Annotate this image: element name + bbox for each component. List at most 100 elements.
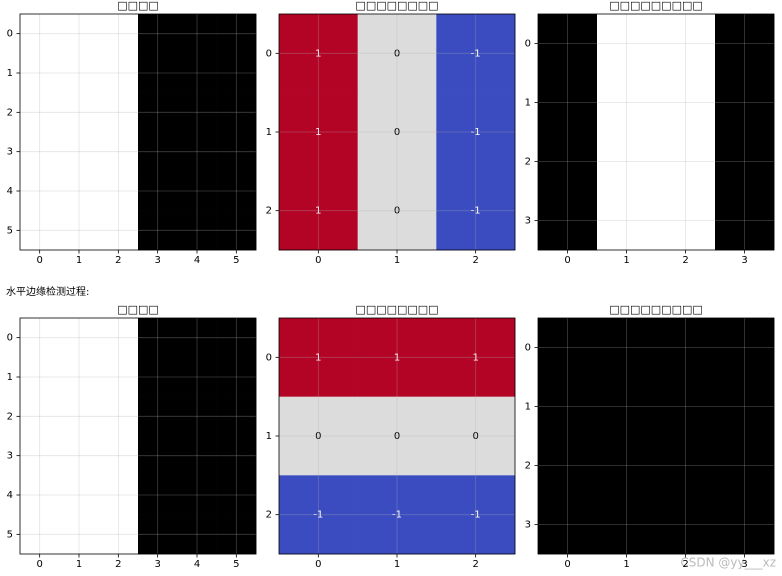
cell-label: 1 bbox=[472, 352, 478, 363]
cell bbox=[20, 210, 60, 251]
chart-title: □□□□□□□□□ bbox=[609, 303, 703, 316]
axes-frame bbox=[19, 13, 257, 251]
cell bbox=[177, 396, 217, 437]
cell bbox=[20, 436, 60, 476]
cell bbox=[59, 514, 99, 555]
cell bbox=[357, 171, 437, 251]
axes-frame bbox=[537, 13, 775, 251]
cell bbox=[177, 318, 217, 358]
y-tick-label: 5 bbox=[7, 529, 13, 540]
cell bbox=[279, 92, 358, 172]
x-tick-label: 3 bbox=[741, 255, 747, 266]
y-tick-label: 3 bbox=[525, 520, 531, 531]
cell bbox=[216, 475, 257, 515]
cell-label: 0 bbox=[394, 206, 400, 217]
cell bbox=[216, 171, 257, 211]
y-tick-label: 1 bbox=[7, 372, 13, 383]
cell bbox=[538, 132, 598, 192]
cell bbox=[216, 14, 257, 54]
x-tick-label: 1 bbox=[76, 559, 82, 570]
cell-label: -1 bbox=[313, 510, 323, 521]
cell bbox=[436, 14, 516, 93]
cell bbox=[138, 132, 178, 172]
cell bbox=[20, 92, 60, 133]
x-tick-label: 4 bbox=[194, 255, 200, 266]
cell bbox=[98, 357, 139, 397]
cell bbox=[538, 495, 598, 555]
x-tick-label: 1 bbox=[623, 255, 629, 266]
cell bbox=[177, 171, 217, 211]
cell bbox=[216, 92, 257, 133]
cell bbox=[59, 475, 99, 515]
y-tick-label: 2 bbox=[7, 411, 13, 422]
cell bbox=[279, 318, 358, 397]
cell bbox=[59, 318, 99, 358]
x-tick-label: 2 bbox=[115, 559, 121, 570]
cell bbox=[656, 377, 716, 437]
cell bbox=[98, 171, 139, 211]
axes-frame bbox=[278, 317, 516, 555]
cell bbox=[656, 132, 716, 192]
y-tick-label: 2 bbox=[525, 157, 531, 168]
cell bbox=[216, 514, 257, 555]
y-tick-label: 1 bbox=[525, 402, 531, 413]
cell bbox=[177, 357, 217, 397]
y-tick-label: 0 bbox=[525, 343, 531, 354]
y-tick-label: 1 bbox=[266, 431, 272, 442]
chart-title: □□□□□□□□ bbox=[355, 0, 438, 12]
cell bbox=[20, 14, 60, 54]
watermark: CSDN @yy___xz bbox=[680, 556, 776, 570]
y-tick-label: 2 bbox=[525, 461, 531, 472]
cell bbox=[715, 318, 775, 378]
axes-frame bbox=[278, 13, 516, 251]
cell bbox=[59, 396, 99, 437]
cell bbox=[216, 132, 257, 172]
cell bbox=[177, 92, 217, 133]
cell-label: 0 bbox=[472, 431, 478, 442]
cell-label: -1 bbox=[471, 206, 481, 217]
cell bbox=[436, 318, 516, 397]
cell bbox=[20, 396, 60, 437]
y-tick-label: 3 bbox=[525, 216, 531, 227]
cell bbox=[715, 436, 775, 496]
cell bbox=[20, 514, 60, 555]
cell bbox=[177, 436, 217, 476]
cell bbox=[357, 14, 437, 93]
cell bbox=[715, 377, 775, 437]
cell bbox=[59, 210, 99, 251]
cell bbox=[138, 171, 178, 211]
x-tick-label: 0 bbox=[36, 559, 42, 570]
cell bbox=[98, 14, 139, 54]
y-tick-label: 0 bbox=[7, 333, 13, 344]
cell bbox=[357, 396, 437, 476]
axes-frame bbox=[19, 317, 257, 555]
cell bbox=[436, 92, 516, 172]
cell bbox=[59, 14, 99, 54]
cell bbox=[59, 436, 99, 476]
x-tick-label: 3 bbox=[741, 559, 747, 570]
cell bbox=[177, 514, 217, 555]
cell-label: 1 bbox=[315, 127, 321, 138]
chart-title: □□□□□□□□□ bbox=[609, 0, 703, 12]
cell bbox=[279, 396, 358, 476]
x-tick-label: 5 bbox=[233, 559, 239, 570]
cell bbox=[597, 14, 657, 74]
cell bbox=[98, 132, 139, 172]
cell bbox=[98, 210, 139, 251]
y-tick-label: 2 bbox=[266, 510, 272, 521]
cell bbox=[436, 475, 516, 555]
x-tick-label: 0 bbox=[564, 559, 570, 570]
cell bbox=[98, 514, 139, 555]
cell bbox=[279, 14, 358, 93]
cell-label: 1 bbox=[315, 352, 321, 363]
cell bbox=[656, 495, 716, 555]
cell-label: 1 bbox=[315, 48, 321, 59]
cell bbox=[138, 514, 178, 555]
cell-label: 0 bbox=[394, 48, 400, 59]
y-tick-label: 1 bbox=[266, 127, 272, 138]
y-tick-label: 0 bbox=[266, 48, 272, 59]
y-tick-label: 3 bbox=[7, 451, 13, 462]
y-tick-label: 0 bbox=[7, 29, 13, 40]
cell bbox=[138, 14, 178, 54]
cell bbox=[538, 436, 598, 496]
